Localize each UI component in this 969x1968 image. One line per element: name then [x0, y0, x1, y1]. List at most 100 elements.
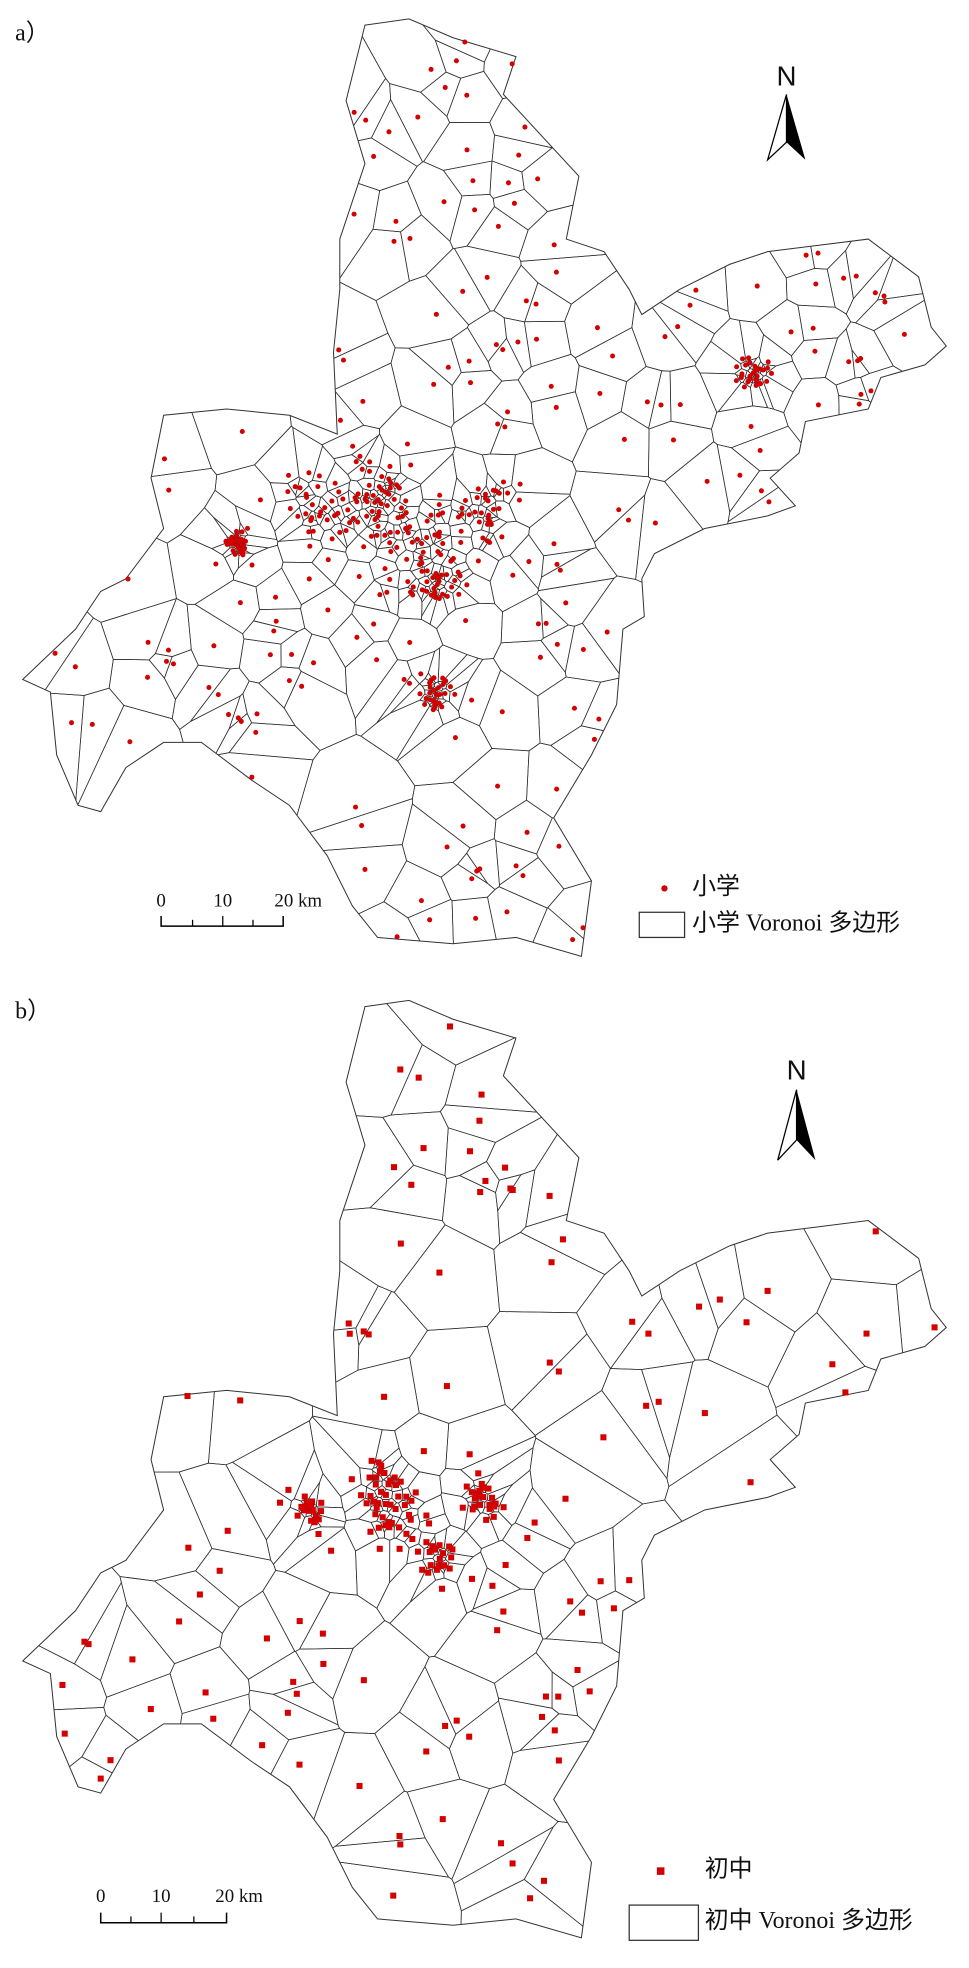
- school-point: [306, 1507, 313, 1514]
- school-point: [407, 235, 413, 242]
- school-point: [754, 283, 760, 289]
- school-point: [436, 529, 443, 535]
- school-point: [540, 1877, 548, 1884]
- school-point: [257, 497, 263, 503]
- school-point: [505, 490, 511, 496]
- voronoi-cell: [277, 524, 313, 542]
- school-point: [382, 566, 388, 572]
- school-point: [495, 421, 501, 427]
- school-point: [469, 697, 475, 703]
- voronoi-cell: [303, 495, 322, 512]
- school-point: [397, 1478, 404, 1485]
- school-point: [548, 383, 554, 389]
- voronoi-cell: [495, 1174, 522, 1212]
- school-point: [757, 447, 763, 454]
- school-point: [386, 129, 392, 135]
- school-point: [464, 582, 470, 588]
- north-label: N: [777, 60, 797, 91]
- school-point: [443, 1383, 450, 1390]
- school-point: [453, 58, 459, 64]
- school-point: [551, 242, 557, 248]
- school-point: [458, 540, 464, 546]
- school-point: [394, 544, 400, 550]
- school-point: [553, 404, 559, 410]
- school-point: [287, 506, 293, 512]
- school-point: [375, 497, 381, 503]
- school-point: [739, 371, 745, 377]
- voronoi-cell: [540, 624, 575, 674]
- school-point: [350, 515, 356, 521]
- school-point: [537, 654, 543, 660]
- school-point: [423, 1539, 430, 1546]
- school-point: [129, 1656, 136, 1663]
- school-point: [442, 1722, 449, 1729]
- school-point: [462, 39, 468, 45]
- school-point: [61, 1730, 68, 1737]
- school-point: [419, 541, 425, 547]
- school-point: [375, 1459, 382, 1466]
- school-point: [418, 898, 424, 904]
- school-point: [764, 378, 770, 384]
- map-outline: [21, 18, 947, 957]
- school-point: [517, 481, 523, 487]
- scale-label: 10: [152, 1886, 171, 1907]
- school-point: [396, 1524, 403, 1531]
- school-point: [464, 92, 470, 98]
- school-point: [312, 1512, 319, 1519]
- school-point: [436, 700, 442, 706]
- school-point: [387, 1477, 394, 1484]
- school-point: [401, 676, 407, 683]
- school-point: [388, 549, 394, 555]
- school-point: [446, 1565, 453, 1572]
- school-point: [298, 1503, 305, 1510]
- school-point: [325, 607, 331, 613]
- school-point: [502, 1164, 509, 1171]
- school-point: [420, 1448, 427, 1455]
- school-point: [249, 562, 255, 568]
- school-point: [309, 1498, 316, 1505]
- school-point: [367, 468, 373, 474]
- voronoi-cell: [631, 287, 697, 372]
- school-point: [354, 499, 360, 505]
- school-point: [440, 510, 446, 516]
- school-point: [391, 238, 397, 244]
- school-point: [424, 588, 430, 594]
- school-point: [441, 1562, 448, 1569]
- school-point: [526, 559, 532, 565]
- school-point: [516, 152, 522, 158]
- school-point: [502, 1561, 509, 1568]
- school-point: [237, 600, 243, 606]
- school-point: [557, 567, 563, 573]
- school-points: [59, 1023, 938, 1902]
- school-point: [375, 1524, 382, 1531]
- school-point: [368, 1457, 375, 1464]
- voronoi-cell: [498, 1697, 560, 1754]
- school-point: [510, 572, 516, 578]
- school-point: [303, 1499, 310, 1506]
- school-point: [322, 505, 328, 511]
- school-point: [97, 1775, 104, 1782]
- school-point: [439, 1550, 447, 1557]
- voronoi-cell: [418, 499, 436, 523]
- voronoi-cell: [851, 348, 871, 379]
- school-point: [392, 1481, 399, 1489]
- school-point: [442, 691, 448, 697]
- school-point: [490, 506, 496, 512]
- school-point: [229, 541, 235, 547]
- school-point: [716, 1296, 723, 1303]
- scale-bar: 0 10 20 km: [156, 891, 322, 927]
- school-point: [297, 485, 303, 491]
- school-point: [420, 549, 426, 555]
- school-point: [422, 701, 428, 707]
- school-point: [295, 513, 301, 519]
- school-point: [487, 539, 493, 545]
- school-point: [317, 1508, 324, 1515]
- school-point: [490, 1513, 497, 1520]
- school-point: [882, 299, 888, 305]
- school-point: [853, 273, 859, 279]
- school-point: [658, 402, 664, 408]
- school-point: [364, 513, 370, 519]
- school-point: [392, 1505, 399, 1512]
- school-point: [872, 290, 878, 296]
- school-point: [435, 1562, 442, 1569]
